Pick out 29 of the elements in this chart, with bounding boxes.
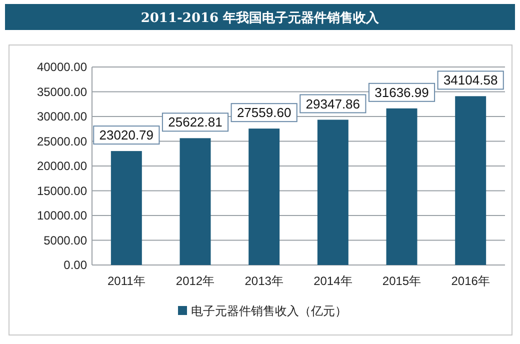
y-tick-label: 30000.00 — [36, 110, 88, 124]
bar — [110, 151, 142, 265]
x-tick-label: 2012年 — [176, 274, 215, 288]
bar — [455, 96, 486, 265]
y-tick-label: 5000.00 — [44, 233, 88, 248]
chart-title: 2011-2016 年我国电子元器件销售收入 — [140, 10, 380, 26]
text: 25622.81 — [168, 114, 222, 130]
y-tick-label: 20000.00 — [36, 159, 88, 174]
bar — [386, 108, 418, 265]
x-tick-label: 2013年 — [244, 274, 284, 288]
text: 27559.60 — [236, 105, 292, 120]
legend-label: 电子元器件销售收入（亿元） — [191, 304, 347, 318]
x-tick-label: 2011年 — [108, 274, 146, 288]
text: 29347.86 — [306, 96, 360, 112]
text: 34104.58 — [443, 72, 498, 88]
y-tick-label: 0.00 — [64, 258, 88, 272]
text: 31636.99 — [374, 84, 429, 100]
bar — [180, 138, 211, 265]
bar — [248, 128, 280, 265]
bar — [317, 120, 348, 265]
x-tick-label: 2014年 — [314, 274, 352, 288]
x-tick-label: 2016年 — [451, 274, 490, 288]
y-tick-label: 35000.00 — [36, 84, 88, 99]
y-tick-label: 10000.00 — [36, 208, 88, 223]
y-tick-label: 40000.00 — [36, 60, 88, 74]
x-tick-label: 2015年 — [382, 274, 422, 288]
text: 23020.79 — [99, 128, 154, 143]
y-tick-label: 25000.00 — [36, 134, 88, 148]
y-tick-label: 15000.00 — [36, 184, 88, 198]
